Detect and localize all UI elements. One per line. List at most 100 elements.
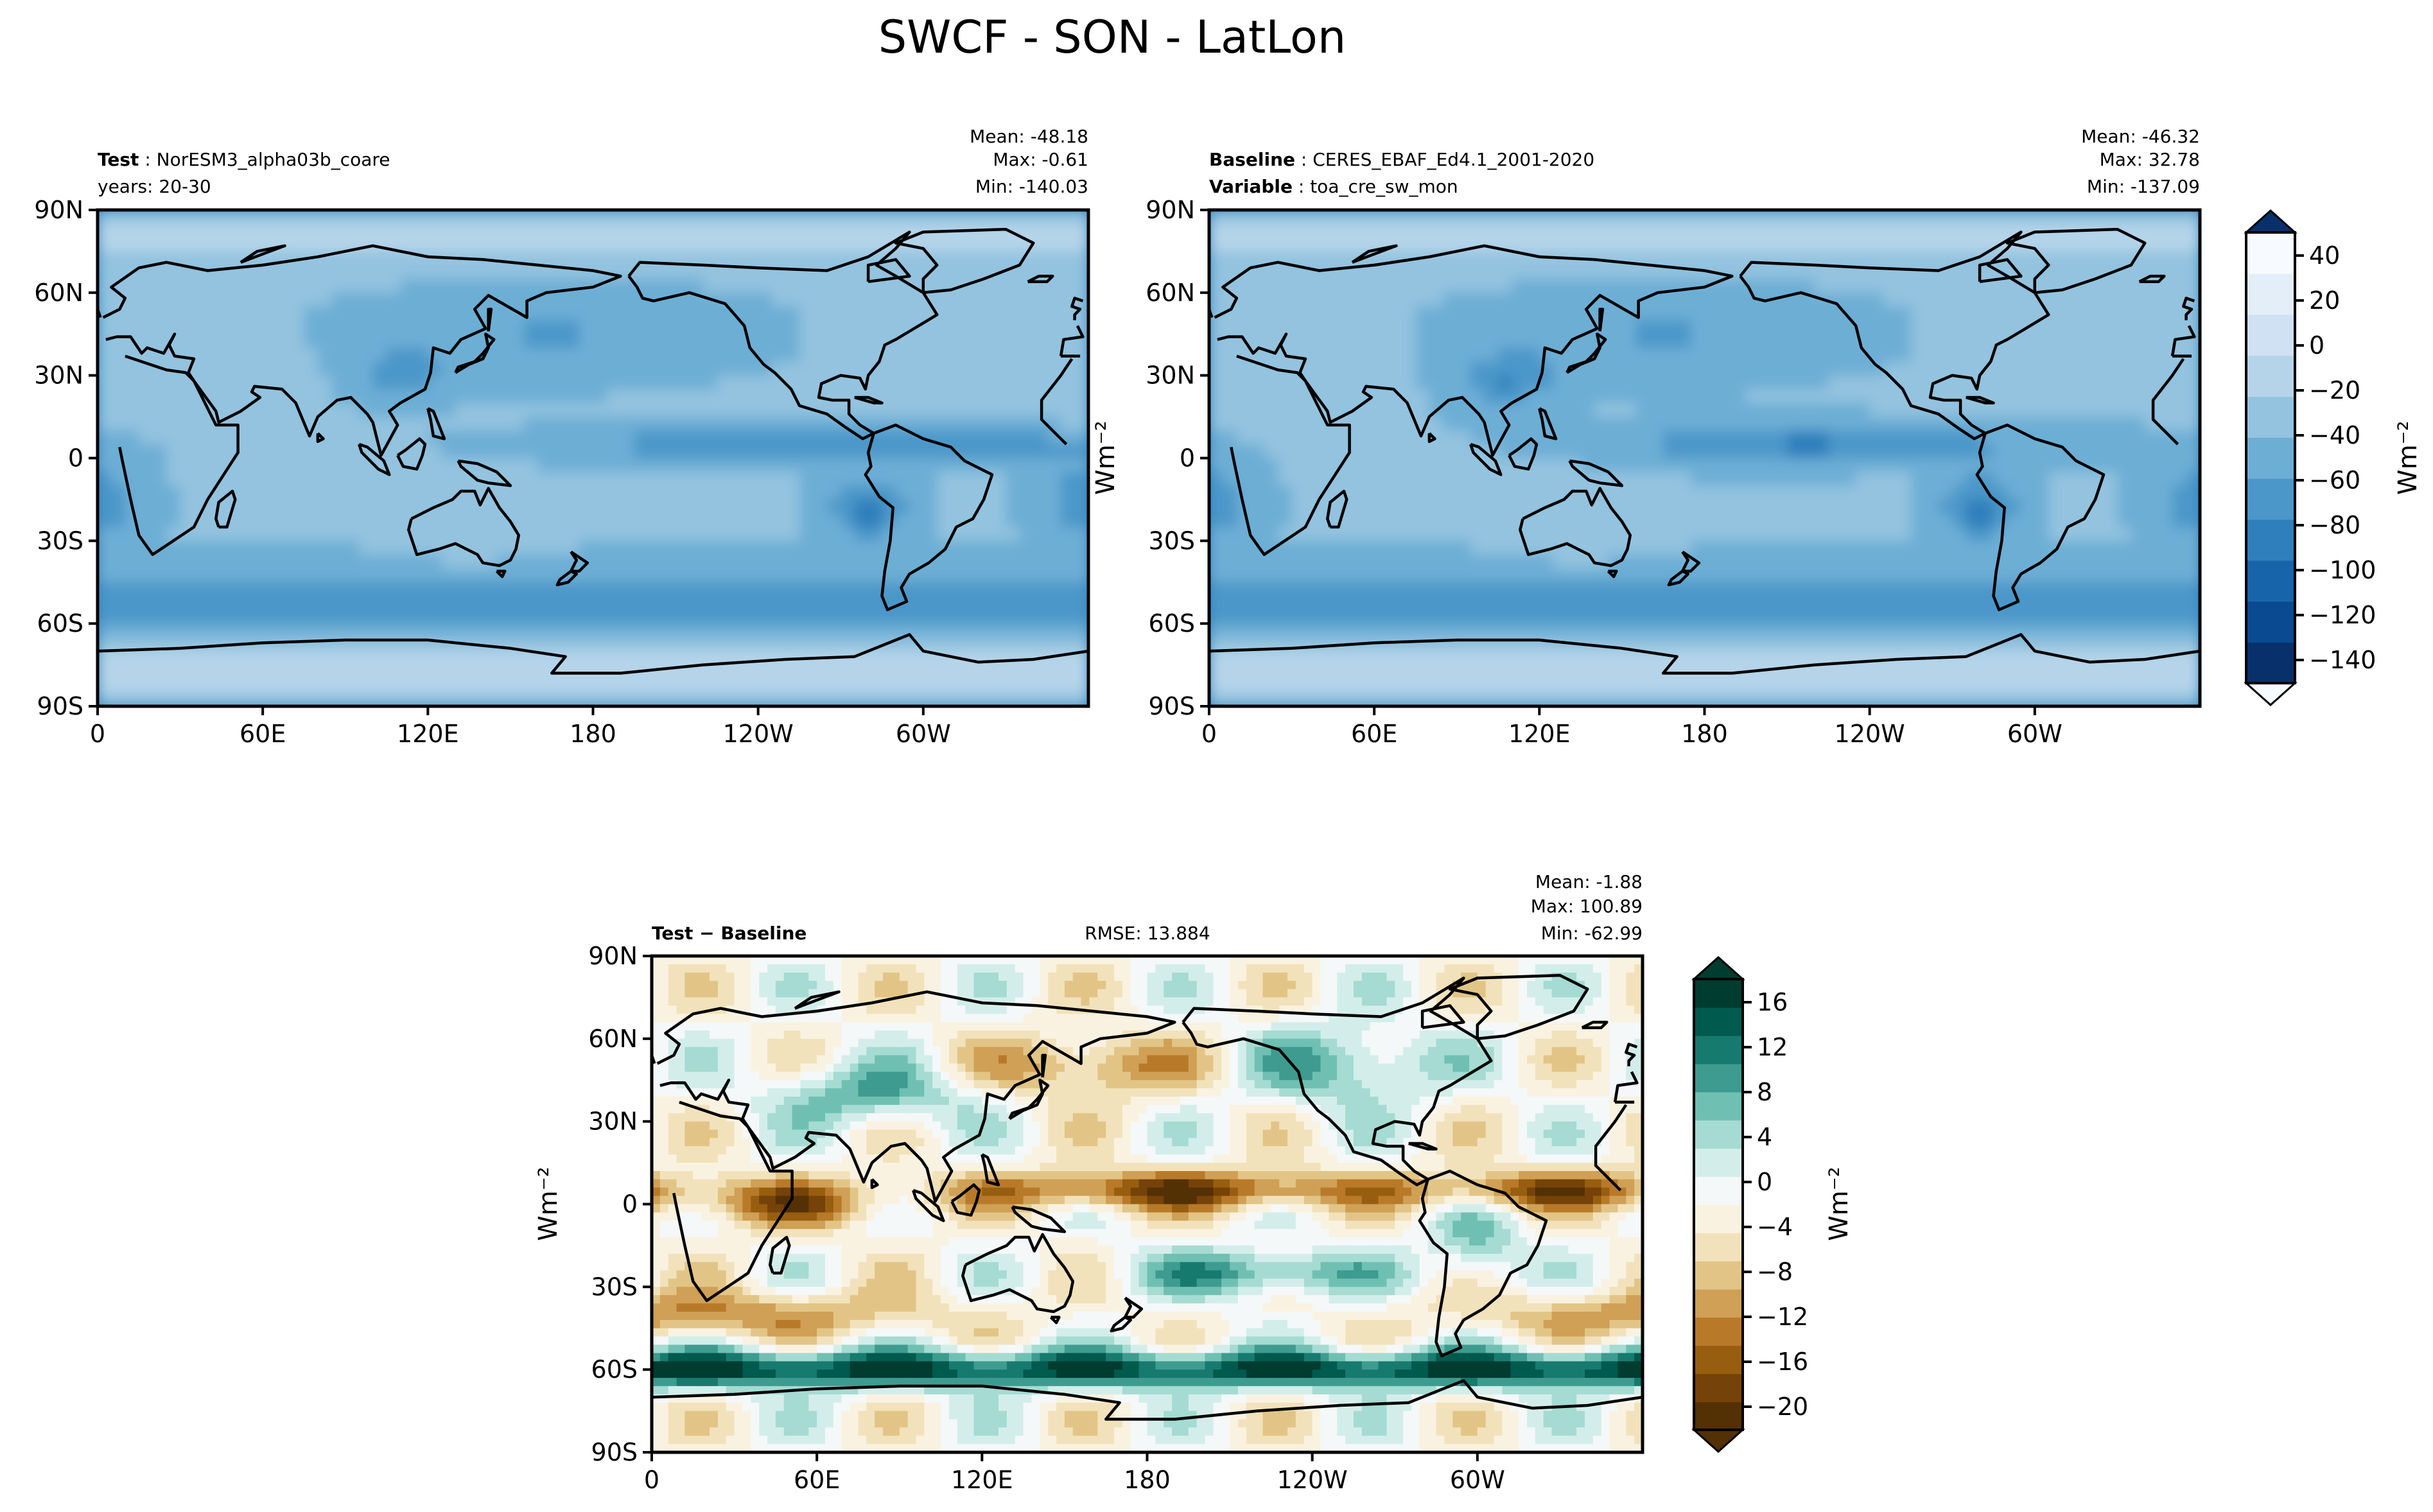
field-cell — [785, 251, 800, 266]
field-cell — [1223, 430, 1237, 446]
field-cell — [524, 320, 539, 335]
field-cell — [1621, 609, 1637, 625]
field-cell — [1691, 623, 1705, 638]
field-cell — [166, 430, 181, 446]
field-cell — [207, 320, 222, 335]
field-cell — [1456, 403, 1472, 418]
field-cell — [524, 444, 539, 459]
field-cell — [730, 403, 746, 418]
field-cell — [1360, 430, 1375, 446]
field-cell — [387, 609, 401, 625]
field-cell — [606, 485, 622, 500]
field-cell — [799, 251, 814, 266]
field-cell — [1250, 389, 1265, 404]
field-cell — [1047, 609, 1062, 625]
field-cell — [1033, 375, 1048, 390]
field-cell — [1801, 417, 1815, 431]
field-cell — [1856, 251, 1871, 266]
field-cell — [1732, 444, 1747, 459]
field-cell — [1691, 334, 1705, 349]
field-cell — [702, 513, 718, 528]
field-cell — [1047, 292, 1062, 308]
field-cell — [1539, 526, 1554, 542]
field-cell — [98, 499, 112, 514]
field-cell — [1704, 499, 1719, 514]
baseline-map — [1209, 210, 2200, 706]
field-cell — [263, 403, 277, 418]
field-cell — [1828, 623, 1843, 638]
field-cell — [1209, 513, 1224, 528]
field-cell — [606, 306, 622, 321]
field-cell — [1047, 347, 1062, 363]
field-cell — [98, 596, 112, 611]
field-cell — [345, 472, 360, 487]
field-cell — [882, 223, 896, 238]
field-cell — [166, 265, 181, 280]
field-cell — [1347, 251, 1361, 266]
field-cell — [1498, 389, 1513, 404]
field-cell — [1691, 596, 1705, 611]
field-cell — [1388, 651, 1402, 666]
field-cell — [1498, 210, 1513, 225]
field-cell — [882, 458, 896, 473]
field-cell — [1319, 513, 1334, 528]
field-cell — [1677, 582, 1691, 597]
field-cell — [1911, 251, 1926, 266]
field-cell — [661, 679, 677, 693]
field-cell — [1429, 361, 1444, 376]
field-cell — [1006, 472, 1020, 487]
field-cell — [2104, 541, 2118, 555]
field-cell — [1429, 265, 1444, 280]
field-cell — [758, 279, 773, 293]
field-cell — [854, 444, 869, 459]
field-cell — [923, 582, 938, 597]
field-cell — [1223, 361, 1237, 376]
field-cell — [1388, 210, 1402, 225]
field-cell — [276, 292, 291, 308]
field-cell — [1443, 623, 1458, 638]
field-cell — [813, 596, 828, 611]
field-cell — [2034, 472, 2050, 487]
field-cell — [1061, 279, 1076, 293]
field-cell — [1649, 223, 1664, 238]
field-cell — [1470, 375, 1485, 390]
field-cell — [2117, 526, 2132, 542]
field-cell — [1567, 582, 1582, 597]
field-cell — [1006, 417, 1020, 431]
field-cell — [579, 375, 594, 390]
field-cell — [1704, 237, 1719, 252]
field-cell — [98, 237, 112, 252]
field-cell — [152, 403, 168, 418]
field-cell — [799, 223, 814, 238]
field-cell — [276, 361, 291, 376]
field-cell — [1525, 292, 1540, 308]
field-cell — [1924, 417, 1939, 431]
figure-title: SWCF - SON - LatLon — [878, 11, 1347, 64]
field-cell — [1869, 320, 1885, 335]
field-cell — [1415, 526, 1430, 542]
field-cell — [992, 223, 1007, 238]
field-cell — [634, 430, 649, 446]
field-cell — [854, 541, 869, 555]
field-cell — [1567, 568, 1582, 583]
field-cell — [1718, 334, 1733, 349]
field-cell — [992, 210, 1007, 225]
field-cell — [1856, 623, 1871, 638]
field-cell — [593, 223, 607, 238]
field-cell — [469, 665, 484, 680]
field-cell — [854, 237, 869, 252]
field-cell — [235, 223, 250, 238]
field-cell — [923, 279, 938, 293]
field-cell — [1019, 596, 1034, 611]
field-cell — [1539, 513, 1554, 528]
field-cell — [1250, 444, 1265, 459]
field-cell — [909, 458, 924, 473]
field-cell — [483, 265, 498, 280]
field-cell — [717, 485, 731, 500]
field-cell — [1074, 444, 1088, 459]
field-cell — [2048, 609, 2063, 625]
field-cell — [2131, 361, 2146, 376]
field-cell — [744, 568, 759, 583]
field-cell — [2117, 389, 2132, 404]
field-cell — [1952, 375, 1967, 390]
